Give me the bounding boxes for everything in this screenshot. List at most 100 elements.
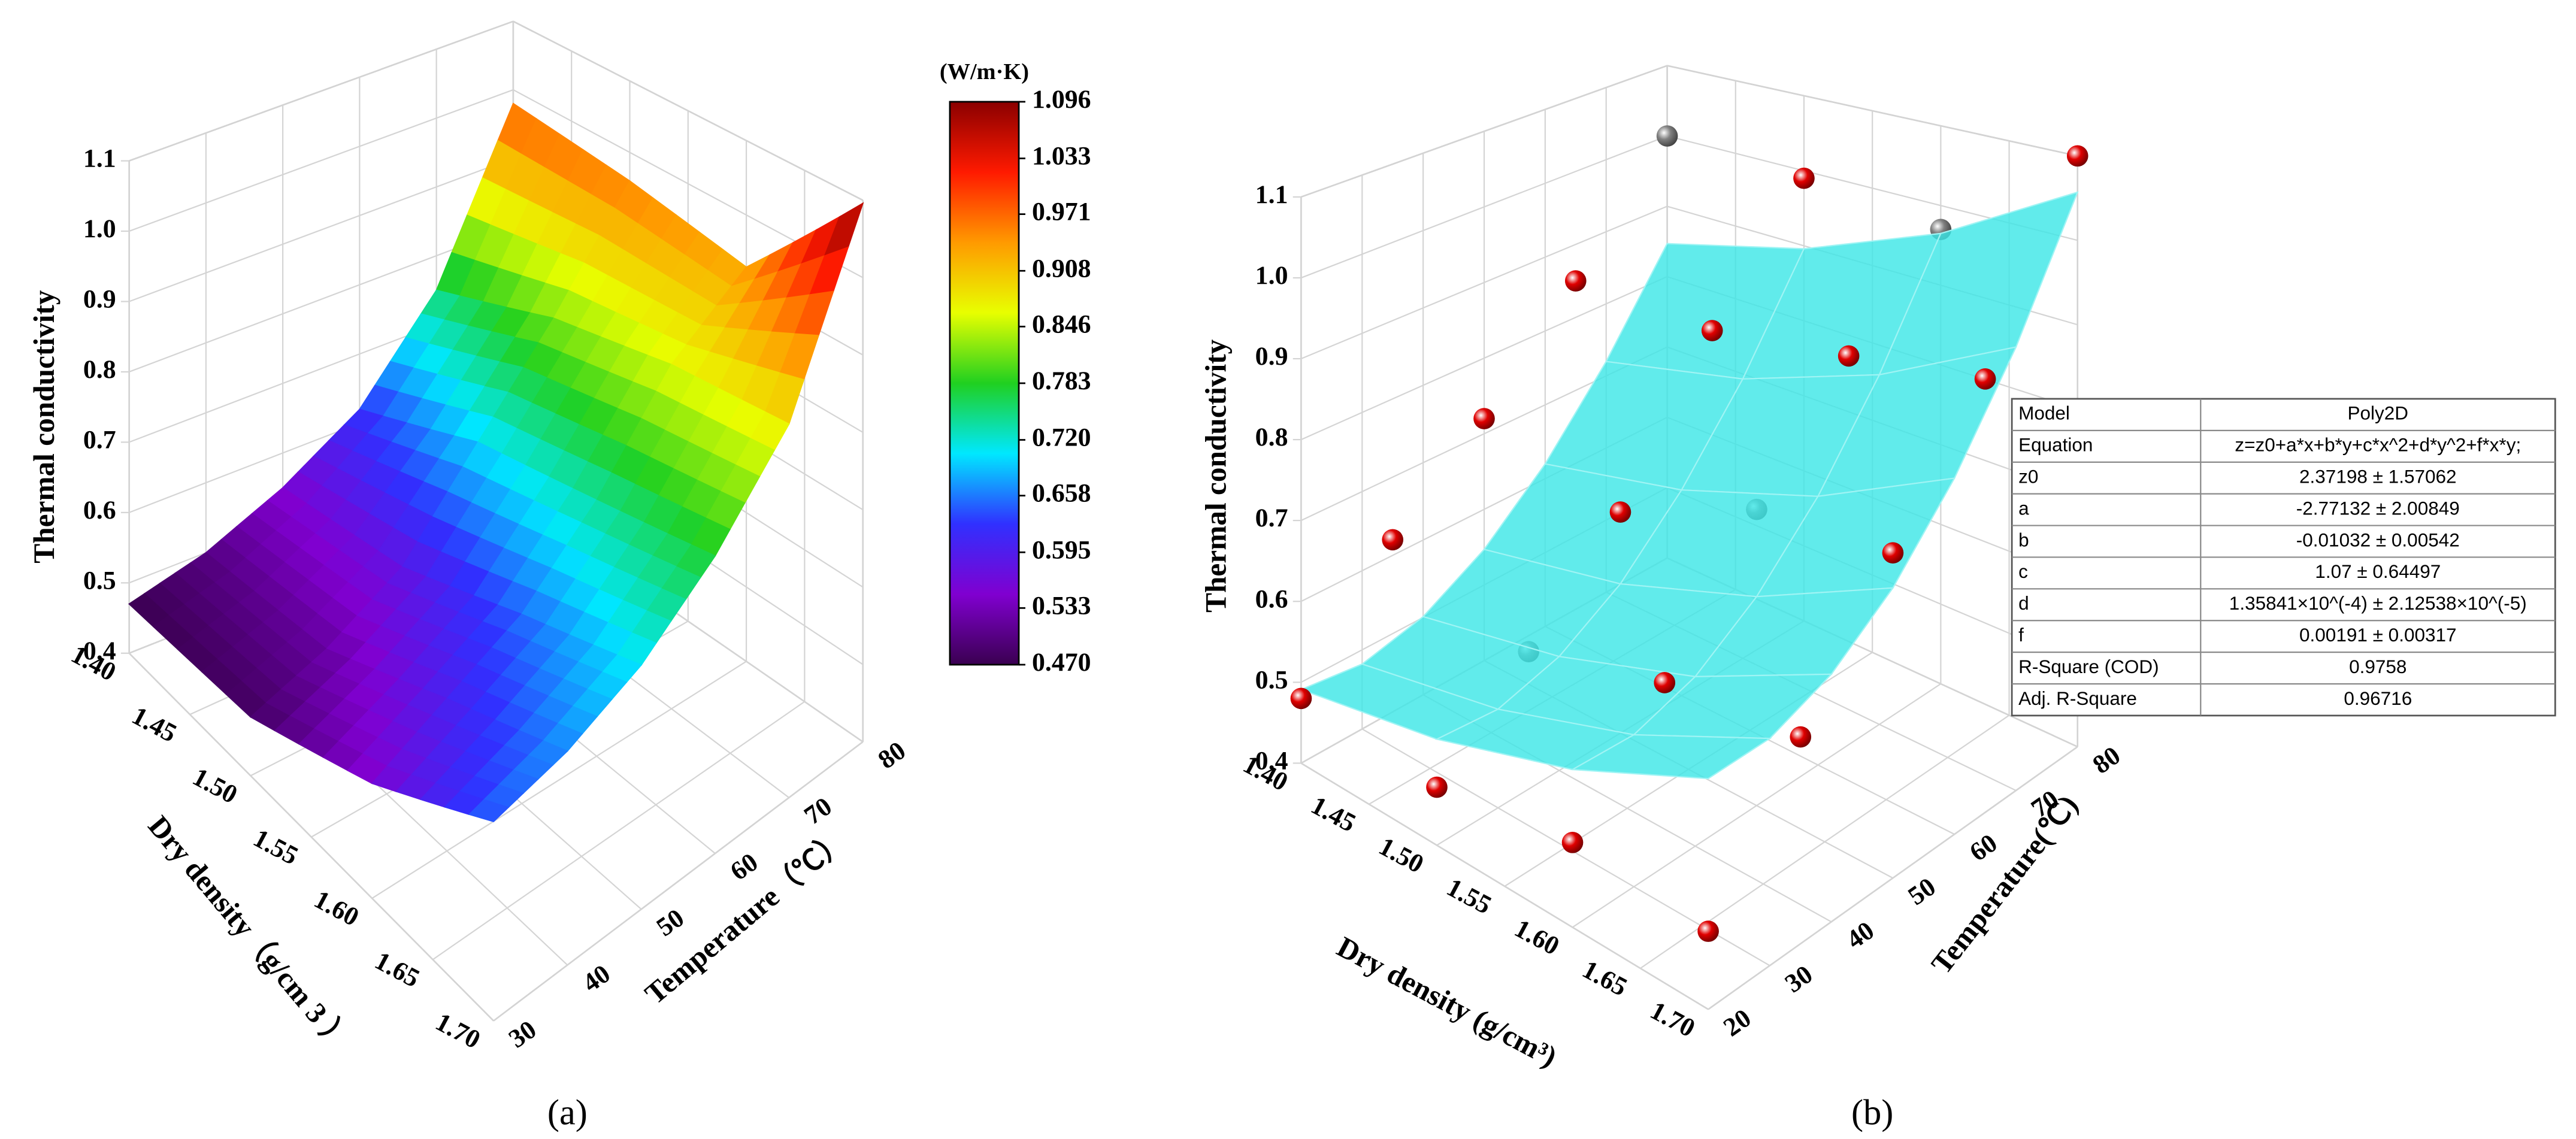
z-tick-label: 1.1: [83, 144, 116, 173]
x-tick-label: 1.55: [1442, 873, 1496, 920]
data-point: [1974, 368, 1996, 390]
z-tick-label: 0.5: [1255, 665, 1288, 694]
z-grid-line: [129, 157, 514, 302]
data-point: [1656, 125, 1678, 147]
z-grid-line: [129, 20, 514, 162]
data-point: [1561, 832, 1584, 853]
x-tick-label: 1.60: [310, 885, 364, 932]
z-grid-line: [129, 226, 514, 372]
colorbar-tick-label: 0.720: [1032, 423, 1091, 452]
y-axis-title: Temperature(℃): [1925, 789, 2084, 980]
colorbar-tick-label: 0.971: [1032, 198, 1091, 226]
y-tick-label: 60: [725, 847, 763, 886]
x-tick-label: 1.70: [431, 1007, 485, 1054]
colorbar-tick-label: 0.783: [1032, 366, 1091, 395]
z-tick-label: 0.6: [1255, 584, 1288, 613]
table-cell: -0.01032 ± 0.00542: [2296, 529, 2460, 550]
z-tick-label: 1.0: [1255, 261, 1288, 290]
colorbar-tick-label: 0.470: [1032, 648, 1091, 677]
y-tick-label: 20: [1718, 1004, 1756, 1042]
colorbar-tick-label: 0.533: [1032, 591, 1091, 620]
data-point: [1701, 320, 1723, 341]
colorbar-tick-label: 0.908: [1032, 254, 1091, 283]
data-point: [1838, 345, 1860, 367]
z-tick-label: 0.4: [83, 637, 116, 665]
y-tick-label: 30: [504, 1015, 541, 1053]
fit-surface-patch: [1570, 734, 1772, 780]
data-point: [1609, 501, 1631, 523]
colorbar-tick-label: 0.658: [1032, 479, 1091, 508]
table-cell: 0.9758: [2349, 656, 2407, 677]
table-cell: 1.07 ± 0.64497: [2315, 561, 2441, 582]
x-tick-label: 1.45: [127, 701, 181, 748]
z-grid-line: [129, 89, 514, 232]
colorbar-tick-label: 1.096: [1032, 85, 1091, 114]
table-cell: 1.35841×10^(-4) ± 2.12538×10^(-5): [2229, 592, 2527, 614]
y-tick-label: 30: [1780, 960, 1818, 998]
data-point: [1382, 529, 1404, 551]
data-point: [1697, 920, 1719, 942]
x-tick-label: 1.65: [370, 946, 424, 993]
panel-label: (a): [547, 1092, 588, 1132]
z-axis-title: Thermal conductivity: [1200, 339, 1233, 613]
z-tick-label: 0.4: [1255, 746, 1288, 775]
data-point: [1654, 672, 1676, 693]
table-cell: R-Square (COD): [2018, 656, 2159, 677]
x-tick-label: 1.55: [249, 823, 302, 870]
table-cell: Equation: [2018, 434, 2093, 456]
x-tick-label: 1.65: [1578, 955, 1631, 1002]
y-tick-label: 40: [577, 959, 615, 998]
z-tick-label: 1.0: [83, 214, 116, 243]
table-cell: a: [2018, 497, 2029, 519]
z-tick-label: 0.7: [83, 425, 116, 454]
table-cell: d: [2018, 592, 2029, 614]
colorbar-tick-label: 0.595: [1032, 535, 1091, 564]
table-cell: 2.37198 ± 1.57062: [2299, 466, 2457, 487]
data-point: [1473, 408, 1495, 429]
colorbar-tick-label: 1.033: [1032, 142, 1091, 171]
table-cell: Adj. R-Square: [2018, 687, 2137, 709]
x-tick-label: 1.70: [1646, 996, 1700, 1043]
z-tick-label: 0.7: [1255, 504, 1288, 532]
z-tick-label: 0.9: [83, 285, 116, 314]
data-point: [1882, 542, 1904, 564]
z-tick-label: 0.8: [83, 355, 116, 384]
table-cell: Poly2D: [2348, 402, 2409, 424]
z-tick-label: 0.6: [83, 496, 116, 525]
y-tick-label: 60: [1964, 828, 2002, 867]
colorbar-title: (W/m·K): [940, 59, 1029, 84]
y-grid-line: [1300, 762, 1709, 1010]
x-grid-line: [432, 701, 806, 961]
z-tick-label: 0.5: [83, 566, 116, 595]
x-tick-label: 1.45: [1306, 791, 1360, 838]
x-tick-label: 1.50: [1374, 832, 1428, 879]
x-tick-label: 1.60: [1510, 914, 1564, 961]
z-tick-label: 0.9: [1255, 342, 1288, 371]
y-tick-label: 40: [1842, 916, 1879, 955]
y-tick-label: 50: [652, 904, 689, 942]
x-axis-title: Dry density (g/cm³): [1332, 930, 1563, 1073]
x-tick-label: 1.50: [188, 762, 242, 809]
x-grid-line: [371, 661, 747, 899]
table-cell: 0.96716: [2344, 687, 2412, 709]
table-cell: z0: [2018, 466, 2038, 487]
z-tick-label: 0.8: [1255, 423, 1288, 452]
x-grid-line: [493, 741, 864, 1022]
data-point: [1564, 270, 1587, 292]
z-tick-label: 1.1: [1255, 180, 1288, 209]
colorbar-tick-label: 0.846: [1032, 310, 1091, 338]
table-cell: z=z0+a*x+b*y+c*x^2+d*y^2+f*x*y;: [2235, 434, 2521, 456]
data-point: [1290, 687, 1312, 710]
table-cell: f: [2018, 624, 2024, 646]
data-point: [1426, 776, 1448, 798]
z-axis-title: Thermal conductivity: [28, 290, 60, 564]
data-point: [1790, 726, 1812, 748]
table-cell: Model: [2018, 402, 2070, 424]
y-grid-line: [128, 653, 494, 1022]
colorbar: [949, 101, 1020, 666]
table-cell: c: [2018, 561, 2028, 582]
y-tick-label: 50: [1903, 873, 1941, 911]
panel-label: (b): [1851, 1092, 1893, 1132]
